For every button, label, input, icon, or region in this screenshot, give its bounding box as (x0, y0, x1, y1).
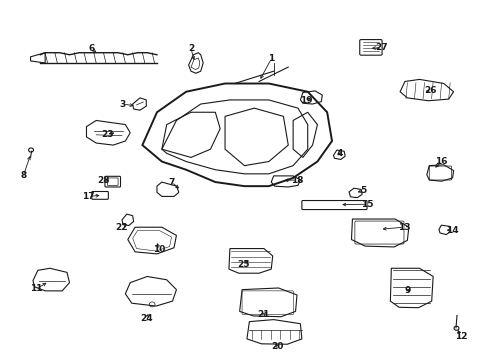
Text: 21: 21 (257, 310, 270, 319)
Text: 14: 14 (446, 226, 458, 235)
Text: 5: 5 (360, 186, 366, 195)
Text: 23: 23 (101, 130, 113, 139)
Text: 28: 28 (97, 176, 109, 185)
Text: 9: 9 (404, 286, 410, 295)
Text: 12: 12 (454, 332, 466, 341)
Text: 16: 16 (434, 157, 447, 166)
Text: 17: 17 (81, 192, 94, 201)
Text: 24: 24 (140, 314, 152, 323)
Text: 18: 18 (290, 176, 303, 185)
Text: 27: 27 (374, 43, 387, 52)
Text: 3: 3 (120, 99, 126, 108)
Text: 22: 22 (116, 223, 128, 232)
Text: 7: 7 (168, 177, 174, 186)
Text: 13: 13 (397, 223, 409, 232)
Text: 1: 1 (267, 54, 274, 63)
Text: 8: 8 (20, 171, 26, 180)
Text: 10: 10 (153, 245, 165, 254)
Text: 11: 11 (30, 284, 42, 293)
Text: 4: 4 (335, 149, 342, 158)
Text: 6: 6 (88, 44, 94, 53)
Text: 15: 15 (360, 200, 372, 209)
Text: 26: 26 (423, 86, 436, 95)
Text: 25: 25 (237, 261, 249, 270)
Text: 19: 19 (300, 96, 312, 105)
Text: 20: 20 (271, 342, 283, 351)
Text: 2: 2 (187, 44, 194, 53)
